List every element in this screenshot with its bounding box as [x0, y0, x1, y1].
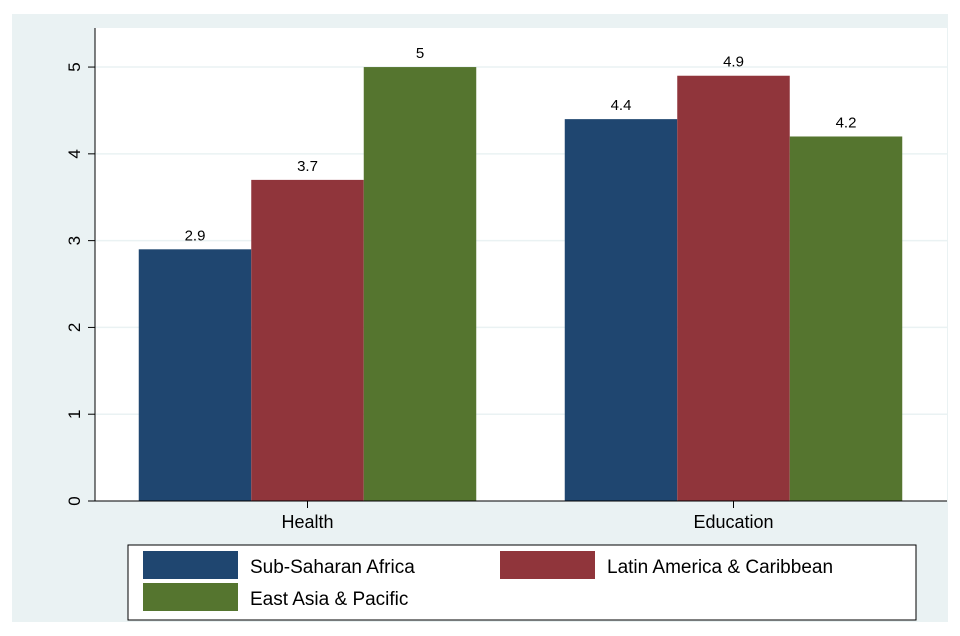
- bar-value-label: 4.2: [836, 114, 857, 131]
- legend-swatch: [143, 551, 238, 579]
- y-tick-label: 4: [65, 149, 84, 158]
- bar-value-label: 2.9: [185, 227, 206, 244]
- legend-label: Sub-Saharan Africa: [250, 557, 415, 578]
- bar-east-asia-pacific: [363, 67, 477, 501]
- y-tick-label: 5: [65, 62, 84, 71]
- legend-swatch: [143, 583, 238, 611]
- bar-value-label: 3.7: [297, 158, 318, 175]
- bar-value-label: 5: [416, 45, 424, 62]
- y-tick-label: 2: [65, 323, 84, 332]
- bar-sub-saharan-africa: [564, 119, 678, 501]
- y-tick-label: 3: [65, 236, 84, 245]
- legend-swatch: [500, 551, 595, 579]
- x-category-label: Health: [281, 512, 333, 532]
- bar-latin-america-caribbean: [251, 179, 364, 501]
- y-tick-label: 0: [65, 496, 84, 505]
- bar-sub-saharan-africa: [138, 249, 252, 501]
- x-category-label: Education: [693, 512, 773, 532]
- legend: Sub-Saharan Africa Latin America & Caribb…: [127, 544, 917, 621]
- bar-latin-america-caribbean: [677, 75, 790, 501]
- y-tick-label: 1: [65, 409, 84, 418]
- axes: 0 1 2 3 4 5 Health Education: [65, 28, 947, 532]
- bar-value-label: 4.9: [723, 54, 744, 71]
- bars: 2.9 3.7 5 4.4 4.9 4.2: [138, 45, 903, 501]
- bar-value-label: 4.4: [611, 97, 632, 114]
- legend-label: Latin America & Caribbean: [607, 557, 833, 578]
- bar-east-asia-pacific: [789, 136, 903, 501]
- legend-label: East Asia & Pacific: [250, 589, 408, 610]
